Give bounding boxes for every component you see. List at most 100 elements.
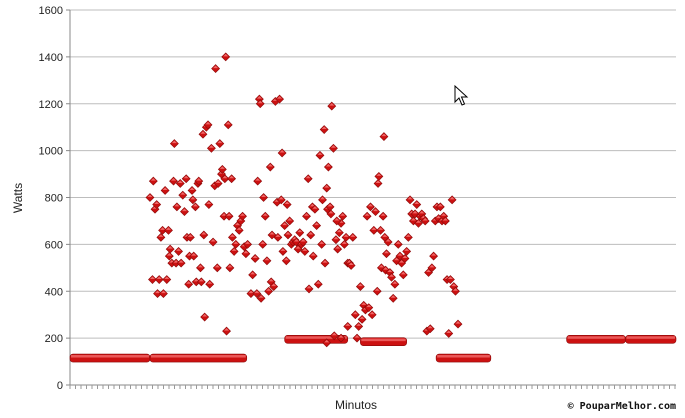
data-point-69 xyxy=(238,211,247,221)
data-point-201 xyxy=(440,216,450,226)
data-point-0 xyxy=(145,193,155,202)
y-axis-title: Watts xyxy=(11,183,25,213)
data-point-156 xyxy=(371,207,380,216)
data-point-51 xyxy=(213,179,223,188)
data-point-138 xyxy=(339,239,349,249)
data-point-24 xyxy=(180,207,189,216)
y-tick-label-800: 800 xyxy=(45,193,63,205)
data-point-160 xyxy=(376,225,385,235)
data-point-12 xyxy=(164,225,173,235)
data-point-77 xyxy=(253,176,263,186)
data-point-210 xyxy=(332,216,342,226)
data-point-93 xyxy=(275,94,284,104)
y-tick-labels: 0 200 400 600 800 1000 1200 1400 1600 xyxy=(39,5,63,392)
data-point-50 xyxy=(212,263,222,273)
data-point-9 xyxy=(159,289,168,299)
data-point-19 xyxy=(172,202,182,212)
data-point-31 xyxy=(188,195,198,205)
data-point-8 xyxy=(158,225,168,235)
data-point-180 xyxy=(405,195,415,205)
data-point-167 xyxy=(383,237,393,247)
data-point-79 xyxy=(255,99,265,109)
data-point-11 xyxy=(162,275,172,284)
baseline-highlight-5 xyxy=(285,336,347,339)
data-point-109 xyxy=(298,237,308,247)
data-point-207 xyxy=(451,286,460,296)
y-tick-label-1400: 1400 xyxy=(39,52,63,64)
data-point-5 xyxy=(153,289,162,299)
data-point-185 xyxy=(414,218,423,228)
data-point-107 xyxy=(295,228,305,238)
data-point-74 xyxy=(248,270,258,280)
baseline-highlight-4 xyxy=(626,336,675,339)
data-point-32 xyxy=(189,251,199,261)
data-point-192 xyxy=(425,324,435,334)
y-tick-label-200: 200 xyxy=(45,333,63,345)
data-point-45 xyxy=(205,279,215,289)
data-point-57 xyxy=(221,52,231,62)
data-point-178 xyxy=(402,246,412,256)
data-point-65 xyxy=(231,239,241,249)
y-tick-label-600: 600 xyxy=(45,239,63,251)
data-point-184 xyxy=(412,200,422,209)
data-point-157 xyxy=(372,286,382,296)
data-point-40 xyxy=(199,230,209,240)
data-point-99 xyxy=(282,200,292,209)
data-point-6 xyxy=(154,275,164,284)
data-point-56 xyxy=(220,174,230,184)
data-point-176 xyxy=(398,270,408,280)
data-point-63 xyxy=(228,232,237,242)
data-point-86 xyxy=(265,162,275,172)
data-point-96 xyxy=(278,246,288,256)
y-tick-label-1600: 1600 xyxy=(39,5,63,17)
data-point-121 xyxy=(317,239,327,249)
data-point-152 xyxy=(364,303,374,313)
baseline-highlight-2 xyxy=(437,355,490,358)
data-point-163 xyxy=(379,132,389,141)
data-point-2 xyxy=(148,176,158,186)
data-point-123 xyxy=(319,125,329,134)
data-point-100 xyxy=(283,230,293,240)
data-point-61 xyxy=(225,263,235,273)
data-point-75 xyxy=(250,254,260,263)
data-point-142 xyxy=(346,261,356,270)
data-point-155 xyxy=(369,225,379,235)
data-point-54 xyxy=(217,164,227,174)
data-point-113 xyxy=(304,284,314,294)
data-point-114 xyxy=(306,230,316,240)
data-point-62 xyxy=(227,174,237,184)
data-point-125 xyxy=(322,183,332,193)
data-point-27 xyxy=(184,279,194,289)
data-point-162 xyxy=(378,211,388,221)
data-point-194 xyxy=(429,251,439,261)
data-point-135 xyxy=(334,228,344,238)
data-point-161 xyxy=(376,263,386,273)
y-tick-label-1000: 1000 xyxy=(39,146,63,158)
data-point-59 xyxy=(223,120,233,130)
data-point-127 xyxy=(323,162,333,172)
data-point-146 xyxy=(354,321,364,331)
data-point-46 xyxy=(206,143,216,153)
data-point-110 xyxy=(300,246,310,256)
data-point-72 xyxy=(243,239,253,249)
data-point-83 xyxy=(260,211,270,221)
mouse-cursor-icon xyxy=(454,84,469,106)
data-point-85 xyxy=(264,286,274,296)
data-point-205 xyxy=(447,195,457,205)
data-point-92 xyxy=(273,232,283,242)
y-tick-label-1200: 1200 xyxy=(39,99,63,111)
data-point-130 xyxy=(327,101,337,111)
baseline-highlight-3 xyxy=(567,336,625,339)
data-point-101 xyxy=(285,216,295,226)
data-point-1 xyxy=(148,275,157,284)
data-point-204 xyxy=(446,275,455,284)
data-point-129 xyxy=(326,209,336,219)
data-point-147 xyxy=(355,282,365,291)
data-point-37 xyxy=(196,263,205,273)
copyright-notice: © PouparMelhor.com xyxy=(568,401,676,412)
data-point-33 xyxy=(190,202,200,212)
data-point-148 xyxy=(357,314,367,324)
data-point-137 xyxy=(338,211,348,221)
data-point-76 xyxy=(252,289,262,299)
